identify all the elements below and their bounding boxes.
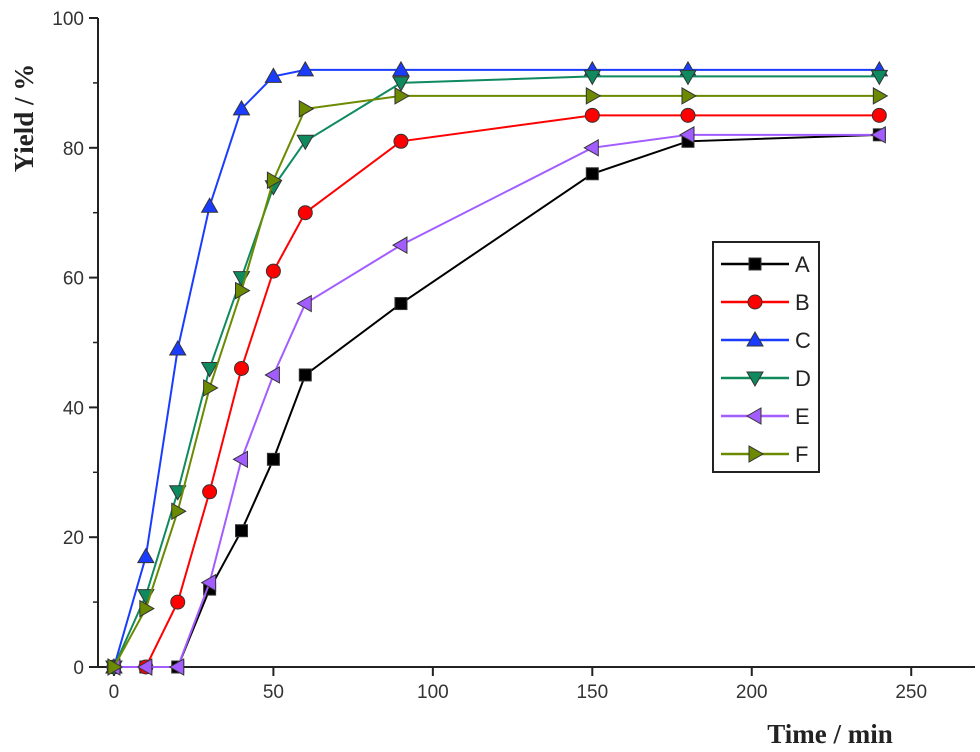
- data-point: [678, 125, 695, 144]
- data-point: [391, 236, 408, 255]
- x-tick-label: 150: [576, 682, 608, 703]
- legend-item-A: A: [721, 252, 810, 277]
- y-tick-label: 20: [63, 528, 84, 549]
- series-B: [106, 107, 887, 675]
- data-point: [232, 450, 249, 469]
- data-point: [235, 281, 251, 300]
- legend-marker: [746, 330, 764, 347]
- legend-marker: [748, 445, 765, 463]
- series-E: [104, 125, 886, 676]
- axes: 0 50 100 150 200 250 0 20 40 60 80 100: [52, 9, 975, 703]
- data-point: [585, 87, 602, 105]
- data-point: [392, 76, 410, 92]
- x-axis-title: Time / min: [767, 719, 893, 749]
- data-point: [679, 69, 697, 86]
- legend-label: C: [795, 328, 811, 353]
- data-point: [265, 263, 281, 279]
- x-tick-label: 200: [736, 682, 768, 703]
- data-point: [136, 658, 153, 676]
- y-tick-label: 100: [52, 9, 84, 30]
- y-tick-label: 40: [63, 398, 84, 419]
- data-point: [168, 339, 187, 356]
- legend-label: B: [795, 290, 810, 315]
- legend-box: [712, 241, 820, 473]
- data-point: [264, 67, 283, 83]
- legend-label: D: [795, 366, 811, 391]
- data-point: [170, 594, 186, 610]
- x-tick-label: 250: [895, 682, 927, 703]
- data-point: [168, 658, 185, 676]
- data-point: [872, 87, 889, 105]
- series-F: [107, 87, 889, 676]
- data-point: [585, 167, 599, 181]
- legend-marker: [746, 371, 764, 388]
- data-point: [266, 171, 283, 190]
- legend-item-B: B: [721, 290, 810, 315]
- legend-item-D: D: [721, 366, 811, 391]
- legend-marker: [745, 407, 762, 425]
- legend-label: E: [795, 404, 810, 429]
- data-point: [394, 87, 410, 105]
- data-point: [583, 69, 602, 86]
- data-point: [871, 107, 887, 123]
- legend-item-C: C: [721, 328, 811, 353]
- data-point: [264, 366, 280, 384]
- data-point: [681, 87, 697, 105]
- data-point: [136, 547, 155, 564]
- series-layer: [104, 60, 889, 677]
- data-point: [200, 197, 219, 213]
- x-tick-label: 100: [417, 682, 449, 703]
- legend-label: F: [795, 442, 808, 467]
- legend-label: A: [795, 252, 810, 277]
- series-D: [105, 69, 889, 677]
- legend-marker: [747, 294, 763, 310]
- data-point: [394, 297, 408, 311]
- data-point: [139, 599, 155, 618]
- data-point: [392, 60, 410, 77]
- data-point: [583, 138, 599, 157]
- y-tick-label: 0: [73, 658, 84, 679]
- data-point: [870, 125, 886, 144]
- y-axis-title: Yield / %: [9, 64, 39, 173]
- data-point: [298, 99, 315, 118]
- data-point: [393, 133, 409, 149]
- data-point: [870, 69, 889, 86]
- data-point: [107, 658, 123, 676]
- data-point: [296, 294, 312, 313]
- data-point: [680, 107, 696, 123]
- data-point: [266, 452, 280, 466]
- data-point: [584, 107, 600, 123]
- data-point: [200, 573, 217, 592]
- x-tick-label: 50: [263, 682, 284, 703]
- legend-item-E: E: [721, 404, 810, 429]
- x-tick-label: 0: [109, 682, 120, 703]
- legend-marker: [748, 257, 762, 271]
- data-point: [296, 60, 315, 77]
- data-point: [234, 360, 250, 376]
- data-point: [200, 361, 219, 378]
- data-point: [298, 368, 312, 382]
- data-point: [235, 524, 249, 538]
- y-tick-label: 80: [63, 139, 84, 160]
- data-point: [232, 99, 251, 116]
- data-point: [171, 502, 187, 521]
- data-point: [296, 134, 315, 151]
- data-point: [297, 205, 313, 221]
- y-tick-label: 60: [63, 269, 84, 290]
- data-point: [202, 484, 218, 500]
- data-point: [203, 379, 219, 397]
- legend-item-F: F: [721, 442, 808, 467]
